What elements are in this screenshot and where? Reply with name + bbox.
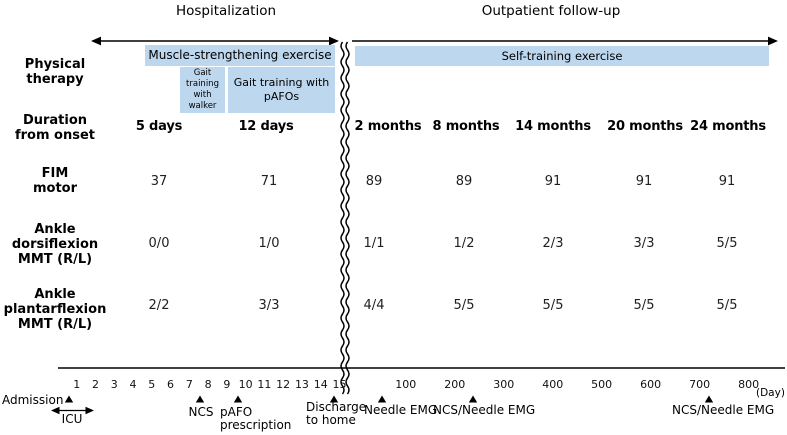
arrowhead-right-icon — [329, 36, 339, 46]
axis-day-tick-label: 800 — [738, 378, 760, 391]
duration-label: 14 months — [515, 119, 591, 134]
admission-label: Admission — [2, 393, 64, 407]
axis-day-tick-label: 8 — [204, 378, 212, 391]
duration-label: 5 days — [135, 119, 183, 134]
fim-value: 71 — [260, 174, 278, 189]
fim-value: 37 — [150, 174, 168, 189]
plantarflexion-value: 5/5 — [542, 298, 564, 313]
dorsiflexion-value: 1/0 — [258, 236, 280, 251]
duration-label: 8 months — [432, 119, 500, 134]
axis-day-tick-label: 6 — [167, 378, 175, 391]
row-label-duration: Duration from onset — [14, 113, 96, 143]
axis-day-tick-label: 11 — [257, 378, 272, 391]
plantarflexion-value: 2/2 — [148, 298, 170, 313]
arrowhead-right-icon — [768, 36, 778, 46]
axis-day-tick-label: 15 — [332, 378, 347, 391]
icu-label: ICU — [61, 412, 83, 426]
hospitalization-heading: Hospitalization — [175, 3, 277, 19]
plantarflexion-value: 4/4 — [363, 298, 385, 313]
fim-value: 89 — [365, 174, 383, 189]
row-label-plantarflexion: Ankle plantarflexion MMT (R/L) — [3, 287, 107, 332]
fim-value: 91 — [635, 174, 653, 189]
gait-pafos-box: Gait training with pAFOs — [228, 67, 335, 113]
event-marker-pafo-icon — [233, 395, 243, 403]
axis-day-tick-label: 2 — [91, 378, 99, 391]
axis-day-tick-label: 500 — [591, 378, 613, 391]
axis-day-tick-label: 300 — [493, 378, 515, 391]
arrowhead-left-icon — [51, 406, 60, 415]
day-unit-label: (Day) — [756, 387, 785, 399]
duration-label: 12 days — [238, 119, 294, 134]
outpatient-heading: Outpatient follow-up — [481, 3, 621, 19]
plantarflexion-value: 5/5 — [453, 298, 475, 313]
axis-day-tick-label: 100 — [395, 378, 417, 391]
row-label-fim-motor: FIM motor — [32, 166, 78, 196]
ncs-needle-emg-label: NCS/Needle EMG — [433, 403, 536, 417]
dorsiflexion-value: 0/0 — [148, 236, 170, 251]
fim-value: 91 — [544, 174, 562, 189]
event-marker-discharge-icon — [329, 395, 339, 403]
event-marker-ncs-icon — [195, 395, 205, 403]
axis-day-tick-label: 1 — [73, 378, 81, 391]
axis-day-tick-label: 400 — [542, 378, 564, 391]
axis-break-squiggle-line — [340, 41, 345, 395]
axis-day-tick-label: 7 — [185, 378, 193, 391]
dorsiflexion-value: 5/5 — [716, 236, 738, 251]
axis-break-squiggle-line — [345, 41, 350, 395]
event-marker-needle-emg-icon — [377, 395, 387, 403]
event-marker-ncs-needle-emg-icon — [468, 395, 478, 403]
axis-day-tick-label: 9 — [223, 378, 231, 391]
gait-walker-box: Gait training with walker — [180, 67, 225, 113]
event-marker-ncs-needle-emg-late-icon — [704, 395, 714, 403]
ncs-label: NCS — [188, 405, 214, 419]
fim-value: 91 — [718, 174, 736, 189]
row-label-physical-therapy: Physical therapy — [24, 57, 86, 87]
arrowhead-right-icon — [85, 406, 94, 415]
dorsiflexion-value: 2/3 — [542, 236, 564, 251]
duration-label: 20 months — [607, 119, 683, 134]
plantarflexion-value: 5/5 — [633, 298, 655, 313]
pafo-prescription-label: pAFO prescription — [220, 405, 292, 432]
axis-day-tick-label: 700 — [689, 378, 711, 391]
axis-day-tick-label: 5 — [148, 378, 156, 391]
duration-label: 2 months — [354, 119, 422, 134]
dorsiflexion-value: 3/3 — [633, 236, 655, 251]
dorsiflexion-value: 1/2 — [453, 236, 475, 251]
axis-day-tick-label: 13 — [294, 378, 309, 391]
axis-day-tick-label: 12 — [276, 378, 291, 391]
row-label-dorsiflexion: Ankle dorsiflexion MMT (R/L) — [11, 222, 99, 267]
fim-value: 89 — [455, 174, 473, 189]
arrowhead-left-icon — [91, 36, 101, 46]
needle-emg-label: Needle EMG — [364, 403, 438, 417]
duration-label: 24 months — [690, 119, 766, 134]
axis-day-tick-label: 14 — [313, 378, 328, 391]
plantarflexion-value: 3/3 — [258, 298, 280, 313]
axis-day-tick-label: 200 — [444, 378, 466, 391]
dorsiflexion-value: 1/1 — [363, 236, 385, 251]
self-training-box: Self-training exercise — [355, 46, 769, 66]
discharge-label: Discharge to home — [306, 400, 367, 427]
axis-day-tick-label: 600 — [640, 378, 662, 391]
plantarflexion-value: 5/5 — [716, 298, 738, 313]
axis-day-tick-label: 4 — [129, 378, 137, 391]
axis-break-squiggle — [340, 41, 350, 395]
event-marker-admission-icon — [64, 395, 74, 403]
ncs-needle-emg-late-label: NCS/Needle EMG — [672, 403, 775, 417]
event-markers — [64, 395, 714, 403]
muscle-strengthening-box: Muscle-strengthening exercise — [145, 45, 335, 66]
axis-day-tick-label: 3 — [110, 378, 118, 391]
axis-day-tick-label: 10 — [238, 378, 253, 391]
